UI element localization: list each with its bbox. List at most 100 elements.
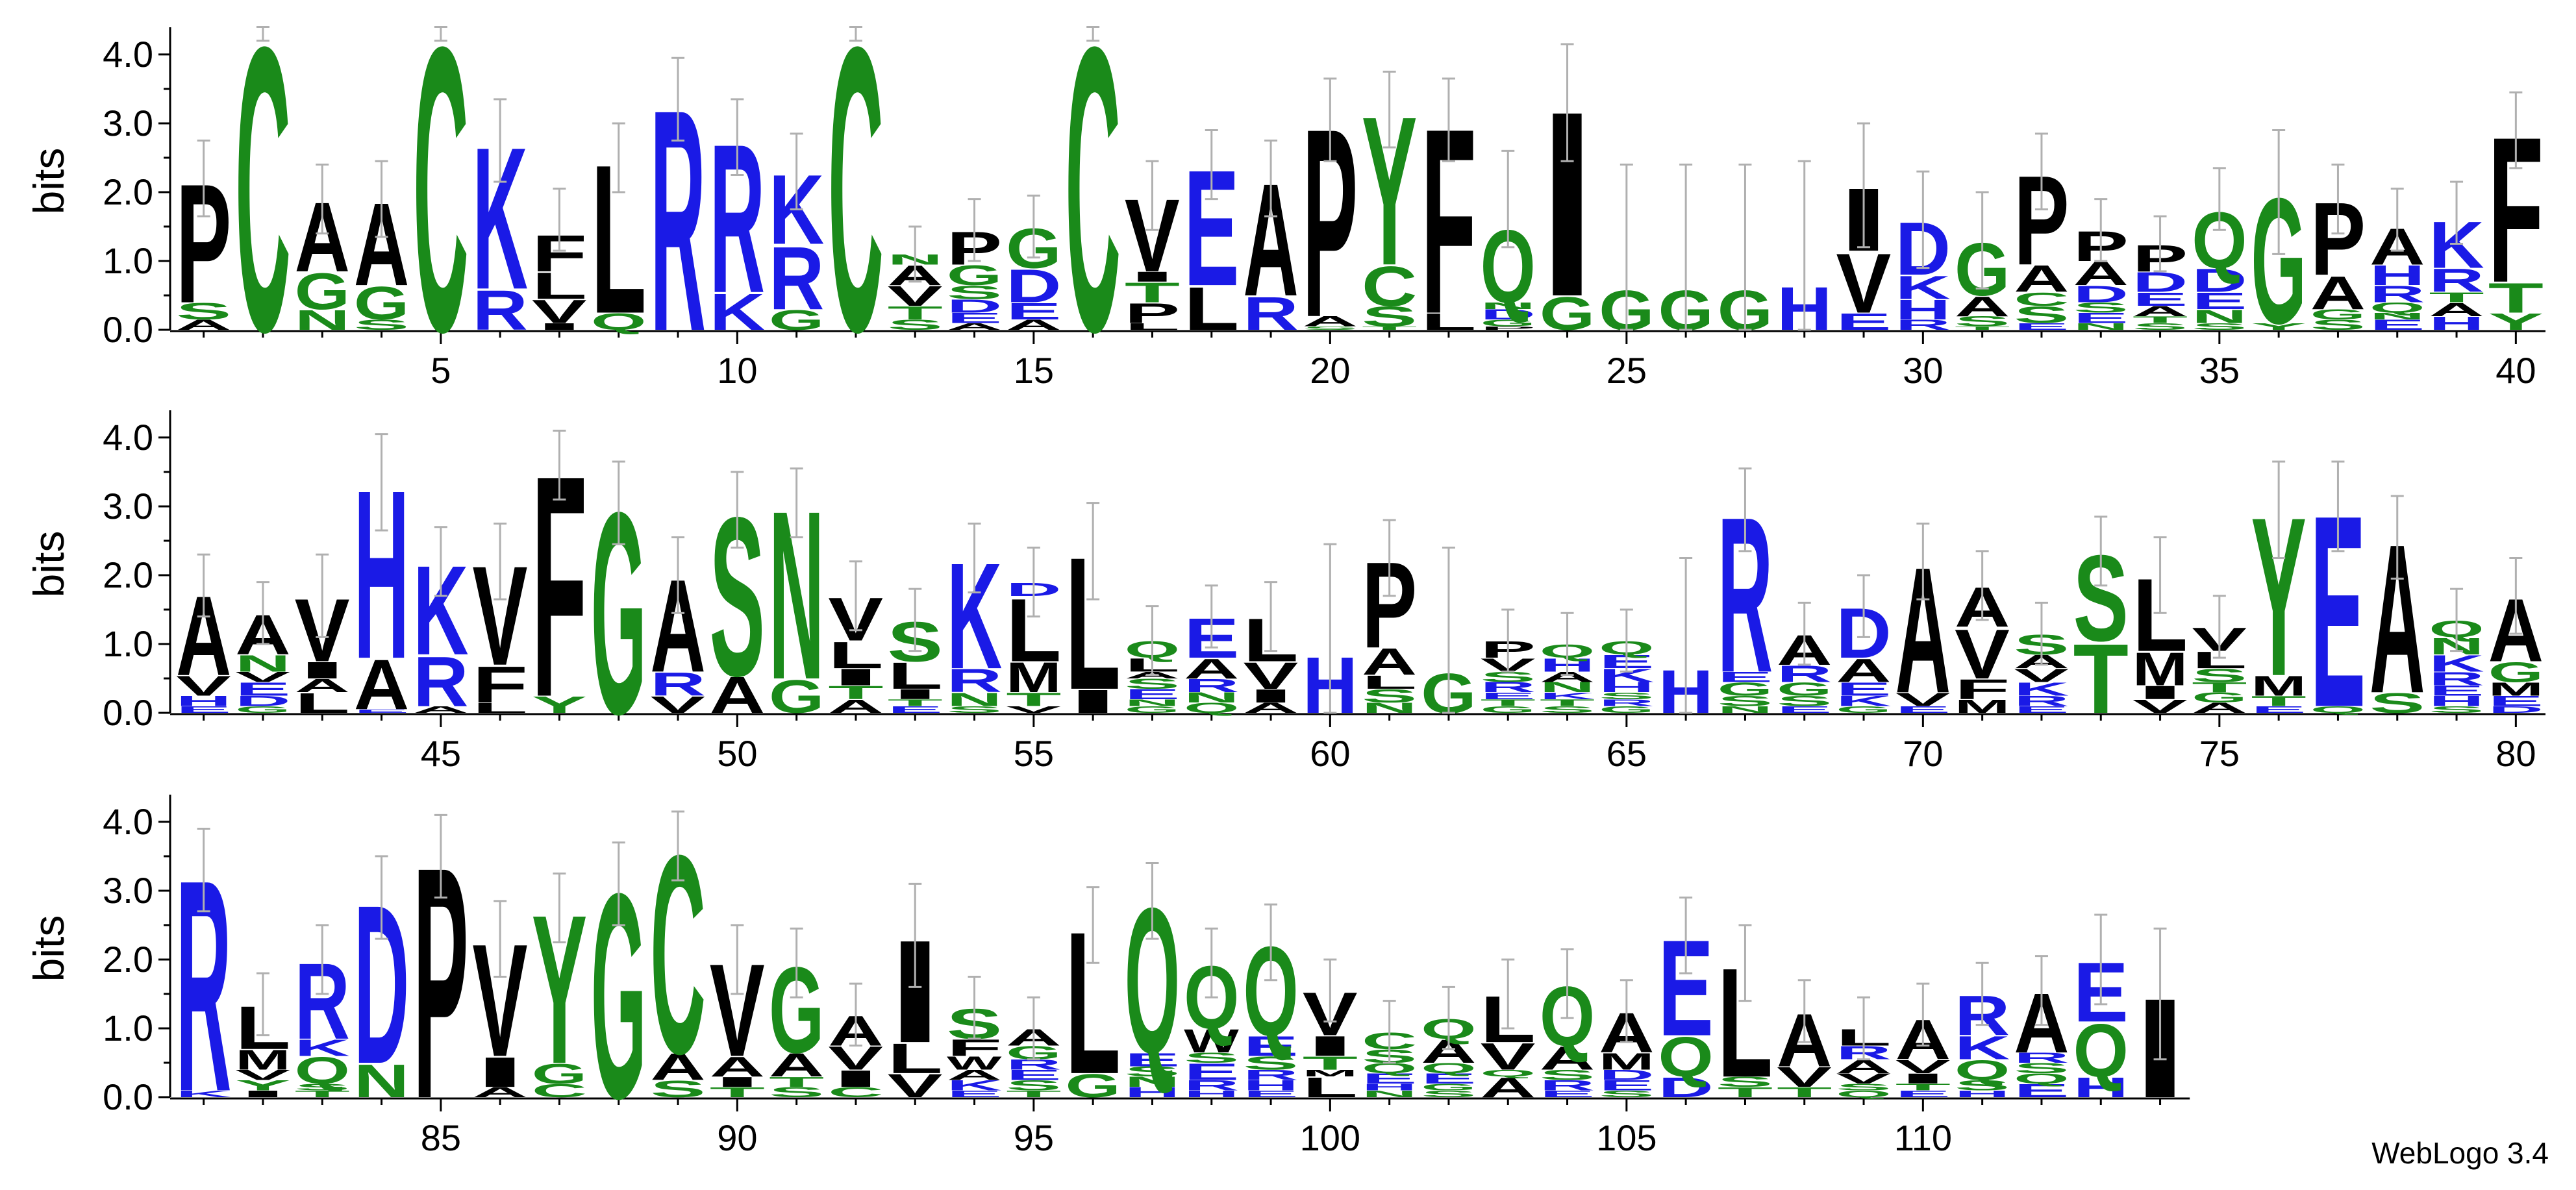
x-tick-label: 5 bbox=[431, 350, 451, 391]
logo-letter: G bbox=[1599, 704, 1654, 715]
logo-letter: S bbox=[1540, 1067, 1595, 1083]
logo-letter: S bbox=[769, 1084, 824, 1100]
logo-letter: H bbox=[2429, 313, 2484, 334]
logo-letter: T bbox=[1955, 325, 2010, 330]
error-bar bbox=[1501, 958, 1515, 1030]
logo-letter: M bbox=[1303, 1068, 1358, 1078]
logo-letter: C bbox=[532, 1080, 587, 1101]
logo-letter: R bbox=[1540, 1078, 1595, 1093]
logo-letter: G bbox=[235, 704, 290, 715]
logo-letter: E bbox=[2132, 289, 2188, 310]
logo-letter: Q bbox=[2370, 300, 2425, 316]
logo-stack-27: G bbox=[1718, 164, 1773, 341]
y-tick-label: 1.0 bbox=[103, 1008, 153, 1048]
logo-letter: T bbox=[888, 697, 943, 708]
error-bar bbox=[908, 882, 922, 988]
logo-letter: R bbox=[1895, 317, 1951, 332]
logo-stack-77: QE bbox=[2310, 459, 2366, 765]
logo-letter: E bbox=[947, 310, 1002, 326]
logo-stack-114: I bbox=[2132, 927, 2188, 1128]
logo-stack-11: GRK bbox=[769, 132, 824, 336]
error-bar bbox=[1857, 122, 1871, 249]
logo-stack-1: ASP bbox=[176, 139, 231, 339]
logo-letter: S bbox=[888, 317, 943, 332]
logo-letter: A bbox=[828, 696, 883, 717]
x-tick-label: 80 bbox=[2495, 733, 2536, 774]
logo-letter: Q bbox=[1658, 1025, 1714, 1089]
x-tick-label: 90 bbox=[717, 1117, 757, 1158]
logo-letter: G bbox=[295, 263, 350, 321]
weblogo-credit: WebLogo 3.4 bbox=[2371, 1136, 2549, 1170]
logo-letter: T bbox=[1777, 1085, 1832, 1100]
error-bar bbox=[2390, 495, 2404, 580]
logo-letter: N bbox=[1125, 1074, 1180, 1089]
x-tick-label: 55 bbox=[1014, 733, 1054, 774]
logo-letter: V bbox=[1777, 1061, 1832, 1093]
logo-letter: V bbox=[235, 1067, 290, 1083]
logo-letter: N bbox=[2192, 306, 2247, 327]
logo-letter: E bbox=[947, 1089, 1002, 1099]
logo-stack-78: SA bbox=[2370, 495, 2425, 738]
logo-stack-86: AIV bbox=[473, 900, 528, 1100]
logo-letter: M bbox=[2251, 670, 2307, 702]
logo-letter: F bbox=[473, 656, 528, 713]
logo-letter: V bbox=[1955, 615, 2010, 693]
y-axis-title: bits bbox=[25, 531, 73, 598]
logo-letter: R bbox=[947, 663, 1002, 700]
error-bar bbox=[731, 924, 744, 995]
logo-letter: T bbox=[1540, 697, 1595, 708]
logo-letter: S bbox=[2429, 704, 2484, 715]
logo-letter: E bbox=[1243, 1089, 1298, 1099]
logo-letter: T bbox=[1895, 1082, 1951, 1092]
error-bar bbox=[2331, 164, 2345, 235]
logo-letter: I bbox=[295, 657, 350, 684]
logo-letter: T bbox=[888, 303, 943, 323]
logo-letter: S bbox=[1421, 1089, 1476, 1099]
error-bar bbox=[1738, 924, 1752, 1002]
logo-letter: E bbox=[354, 708, 409, 713]
logo-letter: P bbox=[1125, 298, 1180, 329]
logo-letter: N bbox=[2073, 321, 2129, 332]
logo-letter: E bbox=[2370, 317, 2425, 332]
logo-letter: V bbox=[1895, 1056, 1951, 1077]
logo-stack-106: DQE bbox=[1658, 897, 1714, 1103]
logo-letter: S bbox=[1006, 1078, 1061, 1093]
error-bar bbox=[1501, 149, 1515, 249]
logo-stack-22: LF bbox=[1421, 73, 1476, 369]
logo-letter: A bbox=[1006, 317, 1061, 332]
logo-letter: T bbox=[2132, 314, 2188, 325]
error-bar bbox=[671, 810, 685, 882]
logo-letter: E bbox=[1362, 1071, 1417, 1086]
logo-letter: V bbox=[532, 293, 587, 330]
logo-stack-4: SGA bbox=[354, 160, 409, 333]
y-tick-label: 0.0 bbox=[103, 1076, 153, 1117]
error-bar bbox=[671, 536, 685, 614]
logo-letter: A bbox=[2310, 266, 2366, 319]
error-bar bbox=[1501, 608, 1515, 673]
logo-letter: N bbox=[295, 304, 350, 336]
logo-letter: L bbox=[532, 265, 587, 307]
logo-letter: S bbox=[650, 1076, 705, 1102]
logo-letter: K bbox=[176, 1089, 231, 1099]
logo-letter: E bbox=[1481, 691, 1536, 701]
logo-letter: Q bbox=[1421, 1060, 1476, 1076]
error-bar bbox=[1738, 164, 1752, 331]
logo-letter: I bbox=[1243, 686, 1298, 706]
error-bar bbox=[2212, 167, 2226, 231]
error-bar bbox=[849, 560, 862, 632]
logo-letter: E bbox=[1895, 1089, 1951, 1099]
logo-letter: M bbox=[235, 1044, 290, 1076]
logo-letter: A bbox=[769, 1047, 824, 1084]
logo-stack-2: C bbox=[235, 0, 290, 416]
logo-letter: E bbox=[888, 704, 943, 715]
